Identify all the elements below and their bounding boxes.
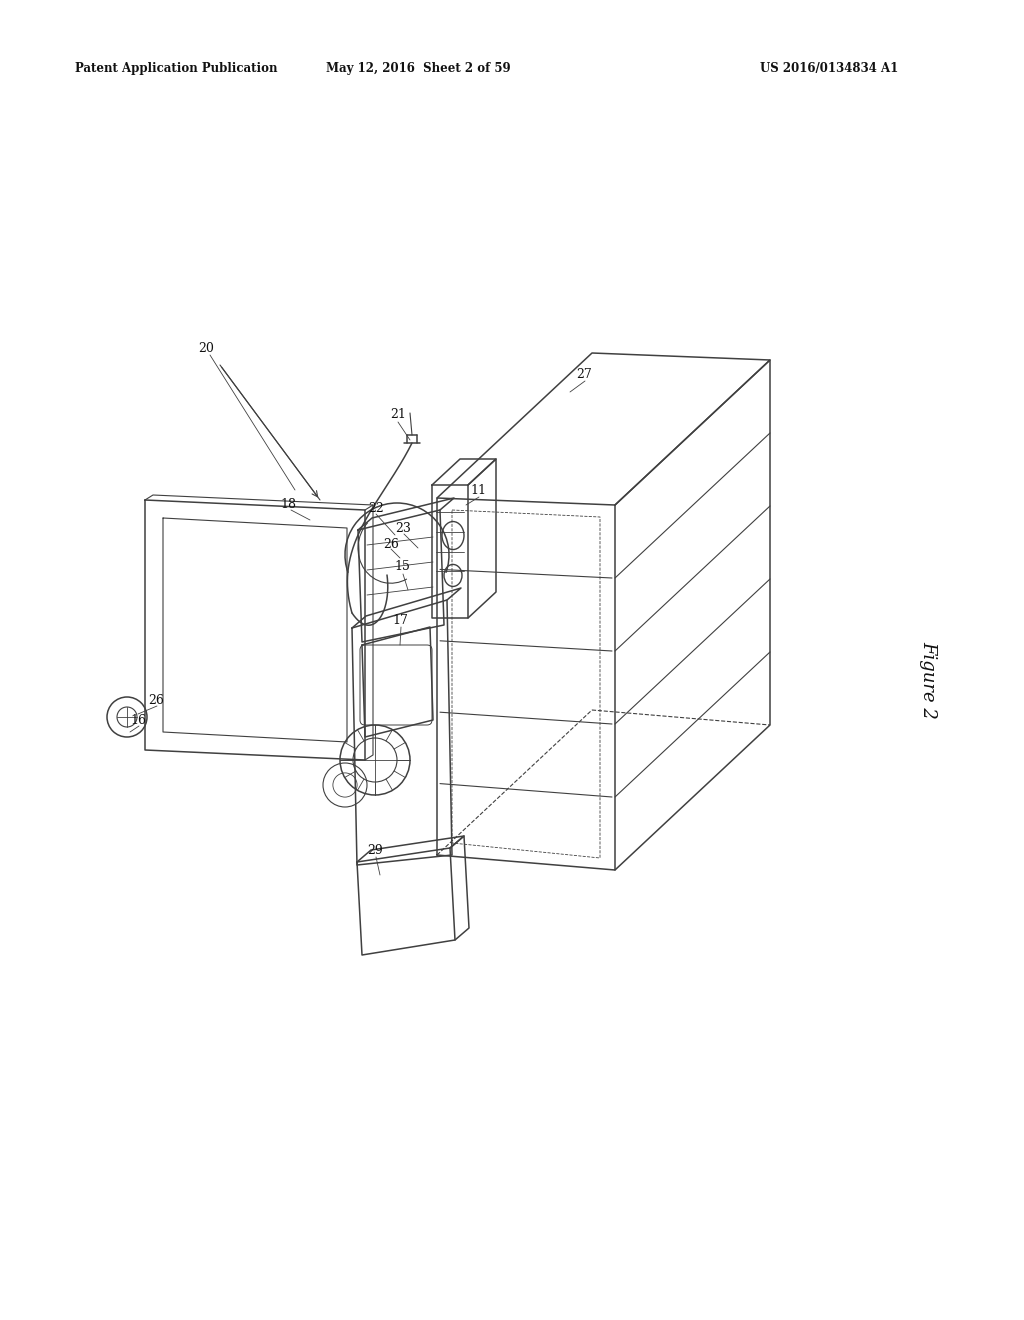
Text: US 2016/0134834 A1: US 2016/0134834 A1	[760, 62, 898, 75]
Text: 29: 29	[367, 843, 383, 857]
Text: 18: 18	[280, 499, 296, 511]
Text: 22: 22	[368, 502, 384, 515]
Text: 23: 23	[395, 521, 411, 535]
Text: Patent Application Publication: Patent Application Publication	[75, 62, 278, 75]
Text: 17: 17	[392, 614, 408, 627]
Text: Figure 2: Figure 2	[919, 642, 937, 719]
Text: 21: 21	[390, 408, 406, 421]
Text: 20: 20	[198, 342, 214, 355]
Text: 16: 16	[130, 714, 146, 726]
Text: 27: 27	[575, 368, 592, 381]
Text: 26: 26	[383, 537, 399, 550]
Text: May 12, 2016  Sheet 2 of 59: May 12, 2016 Sheet 2 of 59	[326, 62, 510, 75]
Text: 26: 26	[148, 693, 164, 706]
Text: 11: 11	[470, 483, 486, 496]
Text: 15: 15	[394, 561, 410, 573]
